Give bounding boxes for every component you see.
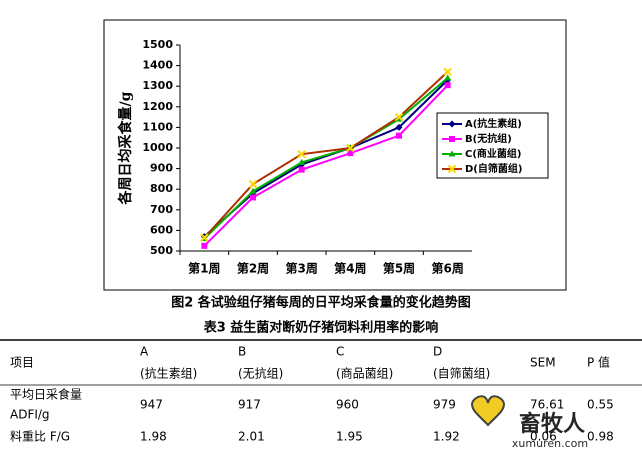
legend-marker — [447, 164, 457, 174]
table-cell: 917 — [238, 398, 261, 412]
point — [200, 233, 209, 242]
y-tick-label: 900 — [150, 162, 173, 175]
figure-caption: 图2 各试验组仔猪每周的日平均采食量的变化趋势图 — [171, 295, 471, 311]
point — [297, 149, 306, 159]
table-cell: 947 — [140, 398, 163, 412]
y-tick-label: 1100 — [142, 120, 173, 133]
watermark-url: xumuren.com — [512, 437, 588, 450]
legend-label: B(无抗组) — [465, 132, 512, 145]
y-tick-label: 800 — [150, 182, 173, 195]
legend-label: D(自筛菌组) — [465, 162, 522, 175]
row-label: 料重比 F/G — [10, 430, 70, 444]
row-label: 平均日采食量 — [10, 387, 82, 402]
y-tick-label: 500 — [150, 244, 173, 257]
x-tick-label: 第4周 — [334, 261, 366, 276]
table-header: P 值 — [587, 355, 610, 370]
y-tick-label: 1400 — [142, 59, 173, 72]
legend-label: C(商业菌组) — [465, 147, 521, 160]
point — [394, 112, 404, 122]
point — [347, 150, 354, 157]
table-header: (自筛菌组) — [433, 366, 490, 381]
y-tick-label: 1000 — [142, 141, 173, 154]
y-tick-label: 700 — [150, 203, 173, 216]
point — [395, 123, 403, 131]
legend-marker — [448, 150, 456, 157]
row-label: ADFI/g — [10, 408, 50, 422]
table-cell: 1.95 — [336, 430, 363, 444]
y-axis-label: 各周日均采食量/g — [117, 91, 134, 205]
table-cell: 979 — [433, 398, 456, 412]
legend-marker — [448, 120, 456, 128]
legend-marker — [449, 136, 455, 142]
legend-label: A(抗生素组) — [465, 117, 522, 130]
point — [298, 166, 305, 173]
x-tick-label: 第5周 — [383, 261, 415, 276]
table-cell: 0.55 — [587, 398, 614, 412]
point — [444, 82, 451, 89]
point — [298, 158, 306, 165]
table-cell: 960 — [336, 398, 359, 412]
x-tick-label: 第2周 — [237, 261, 269, 276]
series-line — [203, 71, 449, 239]
table-caption: 表3 益生菌对断奶仔猪饲料利用率的影响 — [203, 320, 439, 336]
table-header: C — [336, 345, 344, 359]
table-header: (无抗组) — [238, 366, 283, 381]
point — [201, 242, 208, 249]
x-tick-label: 第1周 — [188, 261, 220, 276]
table-cell: 2.01 — [238, 430, 265, 444]
point — [346, 143, 355, 153]
table-header: (抗生素组) — [140, 366, 197, 381]
table-header: 项目 — [10, 356, 34, 370]
x-tick-label: 第6周 — [431, 261, 463, 276]
table-header: D — [433, 345, 442, 359]
table-cell: 1.92 — [433, 430, 460, 444]
y-tick-label: 1300 — [142, 79, 173, 92]
y-tick-label: 1200 — [142, 100, 173, 113]
table-cell: 76.61 — [530, 398, 564, 412]
table-cell: 0.06 — [530, 430, 557, 444]
point — [396, 132, 402, 139]
point — [248, 179, 258, 189]
y-tick-label: 600 — [150, 223, 173, 236]
table-cell: 0.98 — [587, 430, 614, 444]
watermark-logo — [471, 395, 505, 427]
watermark: 畜牧人 xumuren.com — [471, 395, 588, 450]
series-line — [203, 84, 449, 247]
table-header: A — [140, 345, 149, 359]
table-cell: 1.98 — [140, 430, 167, 444]
table-header: SEM — [530, 356, 556, 370]
point — [250, 194, 256, 201]
table-header: B — [238, 345, 246, 359]
y-tick-label: 1500 — [142, 38, 173, 51]
point — [443, 67, 452, 76]
point — [444, 74, 452, 81]
series-line — [203, 77, 449, 240]
x-tick-label: 第3周 — [285, 261, 317, 276]
point — [249, 187, 257, 194]
table-header: (商品菌组) — [336, 366, 393, 381]
watermark-name: 畜牧人 — [519, 411, 585, 437]
